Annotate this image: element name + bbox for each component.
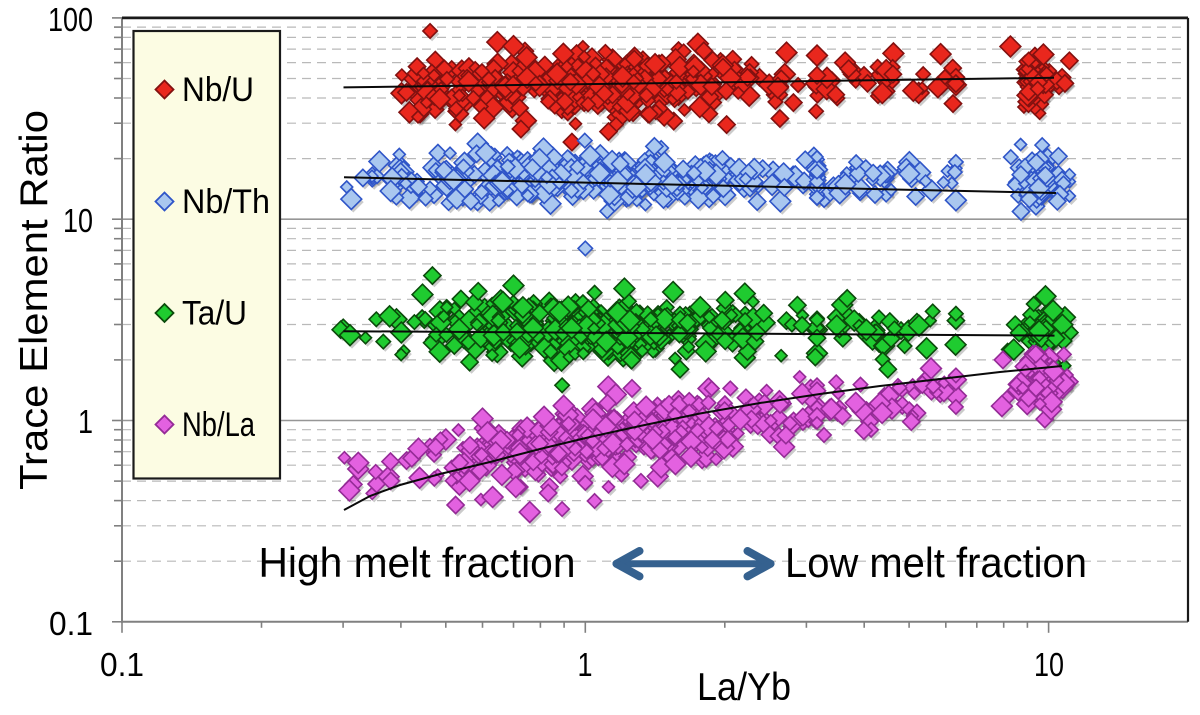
svg-text:Nb/U: Nb/U	[182, 71, 254, 109]
svg-text:0.1: 0.1	[49, 605, 93, 642]
svg-text:10: 10	[1034, 646, 1064, 683]
svg-text:Trace Element Ratio: Trace Element Ratio	[13, 110, 56, 490]
svg-text:Nb/La: Nb/La	[182, 406, 255, 444]
svg-text:Ta/U: Ta/U	[182, 295, 247, 333]
svg-text:High melt fraction: High melt fraction	[259, 539, 576, 586]
svg-text:10: 10	[63, 202, 93, 239]
svg-text:0.1: 0.1	[100, 646, 144, 683]
svg-text:Nb/Th: Nb/Th	[182, 183, 270, 221]
svg-text:1: 1	[578, 646, 593, 683]
svg-text:Low melt fraction: Low melt fraction	[785, 539, 1087, 586]
svg-text:1: 1	[78, 403, 93, 440]
svg-text:100: 100	[48, 1, 93, 38]
svg-text:La/Yb: La/Yb	[697, 666, 791, 709]
